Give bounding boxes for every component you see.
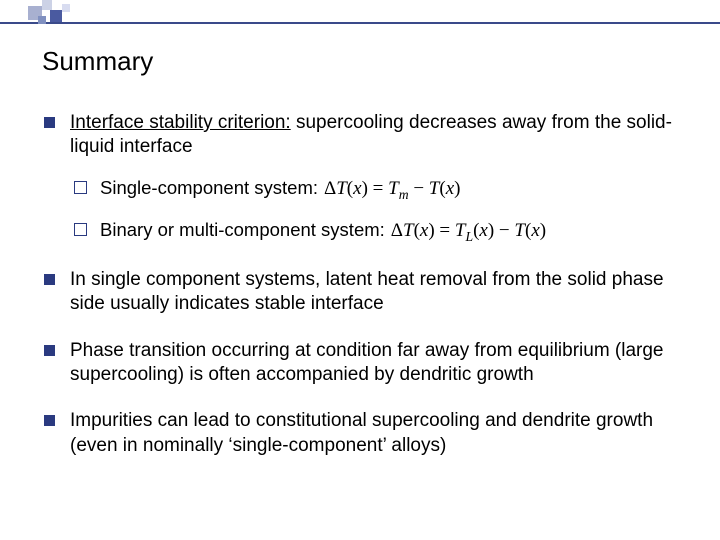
formula: ΔT(x) = Tm − T(x) bbox=[324, 176, 460, 204]
bullet-list: Interface stability criterion: supercool… bbox=[42, 111, 682, 458]
header-decoration bbox=[0, 0, 720, 32]
slide-content: Summary Interface stability criterion: s… bbox=[42, 46, 682, 480]
bullet-item: Interface stability criterion: supercool… bbox=[42, 111, 682, 246]
sub-bullet-label: Binary or multi-component system: bbox=[100, 218, 385, 243]
bullet-text: In single component systems, latent heat… bbox=[70, 269, 664, 314]
bullet-text: Phase transition occurring at condition … bbox=[70, 340, 664, 385]
bullet-item: In single component systems, latent heat… bbox=[42, 268, 682, 317]
formula: ΔT(x) = TL(x) − T(x) bbox=[391, 218, 546, 246]
sub-bullet-label: Single-component system: bbox=[100, 176, 318, 201]
sub-bullet-list: Single-component system: ΔT(x) = Tm − T(… bbox=[70, 176, 682, 247]
bullet-item: Phase transition occurring at condition … bbox=[42, 339, 682, 388]
sub-bullet-item: Binary or multi-component system: ΔT(x) … bbox=[70, 218, 682, 246]
bullet-item: Impurities can lead to constitutional su… bbox=[42, 409, 682, 458]
slide-title: Summary bbox=[42, 46, 682, 77]
sub-bullet-item: Single-component system: ΔT(x) = Tm − T(… bbox=[70, 176, 682, 204]
bullet-text: Impurities can lead to constitutional su… bbox=[70, 410, 653, 455]
bullet-prefix: Interface stability criterion: bbox=[70, 112, 291, 133]
